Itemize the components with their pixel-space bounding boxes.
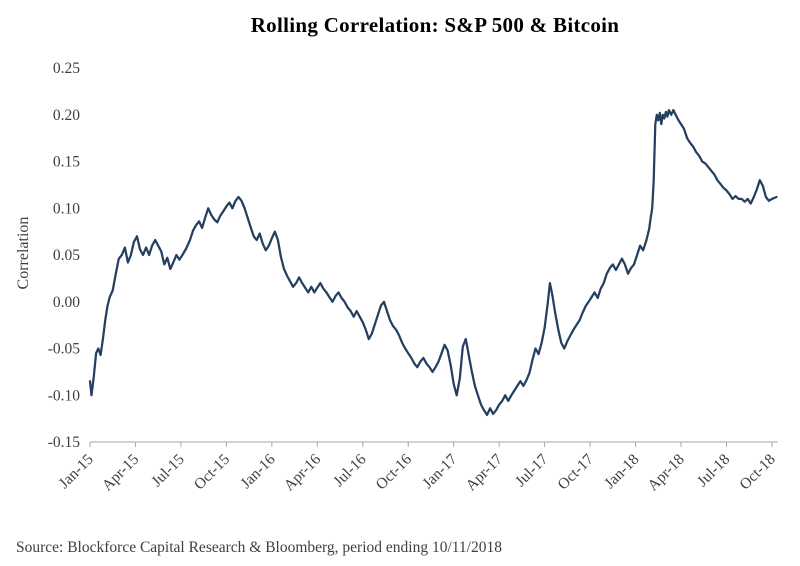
source-note: Source: Blockforce Capital Research & Bl… [16, 539, 502, 556]
x-tick-label: Oct-18 [736, 451, 779, 494]
y-tick-label: 0.10 [53, 200, 80, 217]
x-tick-label: Jan-17 [419, 451, 460, 492]
x-tick-label: Jul-16 [330, 451, 370, 491]
x-tick-label: Jul-15 [148, 451, 188, 491]
x-tick-label: Oct-15 [191, 451, 234, 494]
x-tick-label: Oct-17 [554, 451, 597, 494]
y-tick-label: 0.25 [53, 60, 80, 77]
y-tick-label: -0.10 [48, 387, 81, 404]
x-tick-label: Jan-16 [237, 451, 278, 492]
y-tick-label: 0.20 [53, 107, 80, 124]
x-tick-label: Apr-18 [644, 451, 688, 495]
x-tick-label: Apr-17 [463, 451, 507, 495]
x-tick-label: Apr-15 [99, 451, 143, 495]
correlation-series-line [88, 108, 778, 417]
x-tick-label: Jan-18 [601, 451, 642, 492]
chart-title: Rolling Correlation: S&P 500 & Bitcoin [250, 13, 620, 37]
y-tick-label: 0.15 [53, 154, 80, 171]
y-tick-label: 0.05 [53, 247, 80, 264]
x-tick-label: Jul-17 [512, 451, 552, 491]
x-tick-label: Oct-16 [373, 451, 416, 494]
y-tick-label: -0.15 [48, 434, 81, 451]
x-tick-label: Apr-16 [281, 451, 325, 495]
x-tick-label: Jan-15 [56, 451, 97, 492]
y-tick-label: 0.00 [53, 294, 80, 311]
x-tick-label: Jul-18 [694, 451, 734, 491]
y-tick-label: -0.05 [48, 341, 81, 358]
